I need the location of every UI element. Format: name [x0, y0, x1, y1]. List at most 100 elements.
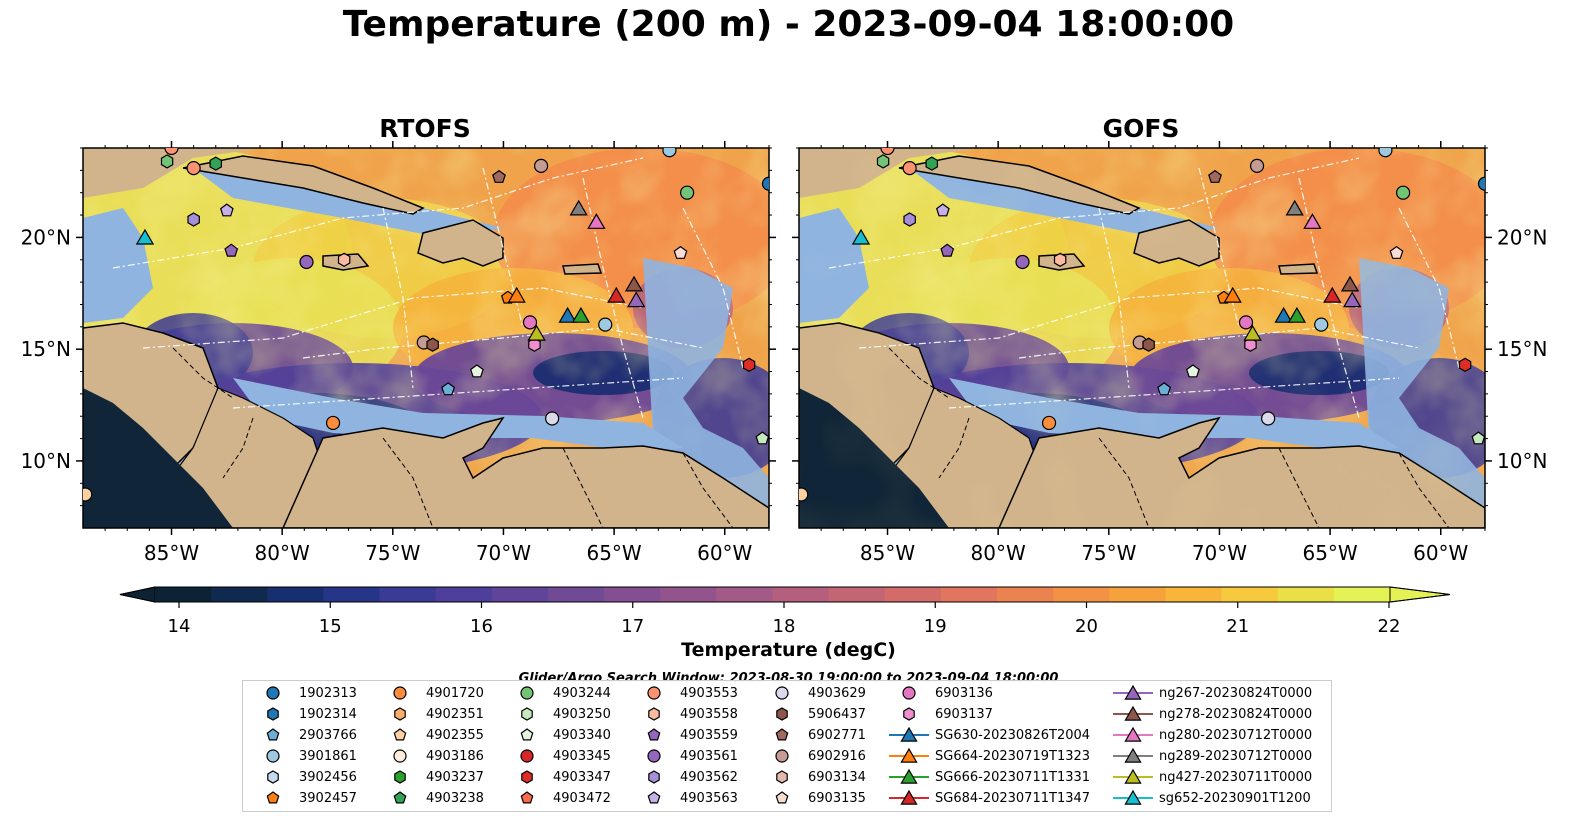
colorbar-tick-label: 14: [168, 616, 191, 637]
argo-float-marker: [742, 357, 756, 372]
legend-marker-icon: [266, 728, 280, 741]
legend-marker-icon: [393, 749, 407, 763]
legend-item: ng427-20230711T0000: [1111, 767, 1312, 787]
argo-float-marker: [426, 337, 439, 352]
legend-label: 2903766: [299, 727, 357, 743]
legend-item: SG630-20230826T2004: [887, 725, 1090, 745]
legend-marker-icon: [1113, 747, 1153, 763]
legend-marker-icon: [520, 749, 534, 763]
argo-float-marker: [1389, 245, 1404, 259]
legend-item: 6903136: [887, 683, 993, 703]
argo-float-marker: [160, 154, 174, 169]
colorbar-tick-label: 18: [773, 616, 796, 637]
lon-tick-label: 85°W: [860, 541, 915, 565]
colorbar-segment: [491, 587, 549, 602]
lat-tick-label: 15°N: [21, 337, 71, 361]
panel-title-rtofs: RTOFS: [379, 114, 471, 143]
glider-marker: [1323, 286, 1342, 303]
legend-marker-icon: [775, 791, 789, 804]
colorbar-segment: [772, 587, 830, 602]
legend-marker-icon: [889, 789, 929, 805]
legend-item: 4903340: [505, 725, 611, 745]
legend-label: 4903561: [680, 748, 738, 764]
legend-item: ng280-20230712T0000: [1111, 725, 1312, 745]
lon-tick-label: 85°W: [144, 541, 199, 565]
legend-label: 4903562: [680, 769, 738, 785]
argo-float-marker: [1477, 176, 1485, 191]
argo-float-marker: [1185, 364, 1200, 378]
legend-marker: [267, 707, 279, 721]
legend-label: 3901861: [299, 748, 357, 764]
legend-item: 4903558: [632, 704, 738, 724]
argo-float-marker: [492, 169, 506, 183]
argo-float-marker: [299, 254, 314, 270]
panel-title-gofs: GOFS: [1102, 114, 1180, 143]
legend-item: 4903629: [760, 683, 866, 703]
lon-tick-label: 75°W: [365, 541, 420, 565]
argo-float-marker: [186, 161, 201, 176]
legend-marker-icon: [520, 728, 534, 741]
glider-marker: [627, 291, 646, 308]
legend-marker-icon: [267, 707, 279, 721]
legend-label: 5906437: [808, 706, 866, 722]
argo-float-marker: [219, 203, 234, 217]
legend-item: 6903134: [760, 767, 866, 787]
legend-label: 4903238: [426, 790, 484, 806]
argo-float-marker: [1378, 148, 1393, 158]
legend-item: 1902314: [251, 704, 357, 724]
argo-float-marker: [1314, 317, 1329, 332]
figure-title: Temperature (200 m) - 2023-09-04 18:00:0…: [342, 4, 1235, 45]
legend-marker: [1124, 684, 1142, 700]
colorbar-segment: [828, 587, 886, 602]
legend-label: ng427-20230711T0000: [1159, 769, 1313, 785]
legend-label: 4902355: [426, 727, 484, 743]
legend-marker-icon: [647, 686, 661, 700]
colorbar-extend-high: [1389, 586, 1451, 603]
glider-marker: [569, 199, 588, 216]
legend-marker-icon: [1113, 705, 1153, 721]
legend-marker: [393, 686, 407, 700]
legend-item: SG666-20230711T1331: [887, 767, 1090, 787]
argo-float-marker: [1142, 337, 1155, 352]
legend-label: 6903136: [935, 685, 993, 701]
argo-float-marker: [903, 212, 916, 227]
legend-marker: [647, 728, 661, 741]
legend-marker-icon: [902, 686, 916, 700]
legend-marker-icon: [266, 749, 280, 763]
legend-marker-icon: [1113, 726, 1153, 742]
argo-float-marker: [935, 203, 950, 217]
glider-marker: [135, 228, 155, 245]
legend-item: ng278-20230824T0000: [1111, 704, 1312, 724]
glider-marker: [527, 324, 546, 341]
legend-marker: [648, 707, 660, 721]
lon-tick-label: 70°W: [1192, 541, 1247, 565]
legend-marker: [1124, 747, 1142, 763]
legend-label: 4903559: [680, 727, 738, 743]
argo-float-marker: [441, 382, 456, 396]
argo-float-marker: [598, 317, 613, 332]
legend-marker-icon: [520, 791, 534, 804]
colorbar-segment: [155, 587, 212, 602]
legend-label: SG684-20230711T1347: [935, 790, 1091, 806]
argo-float-marker: [209, 156, 222, 171]
legend-marker: [900, 789, 918, 805]
legend-marker: [1124, 768, 1142, 784]
legend-label: sg652-20230901T1200: [1159, 790, 1311, 806]
legend-marker-icon: [1113, 684, 1153, 700]
glider-marker: [1343, 291, 1362, 308]
legend-marker: [266, 686, 280, 700]
legend-marker: [776, 707, 788, 721]
legend-marker: [520, 749, 534, 763]
legend-label: 1902314: [299, 706, 357, 722]
legend-item: 4903563: [632, 788, 738, 808]
colorbar-segment: [660, 587, 717, 602]
legend-item: ng267-20230824T0000: [1111, 683, 1312, 703]
lon-tick-label: 80°W: [255, 541, 310, 565]
legend-marker-icon: [776, 707, 788, 721]
colorbar-segment: [1109, 587, 1166, 602]
colorbar-segment: [1277, 587, 1335, 602]
legend-marker: [776, 770, 788, 784]
colorbar-segment: [997, 587, 1054, 602]
